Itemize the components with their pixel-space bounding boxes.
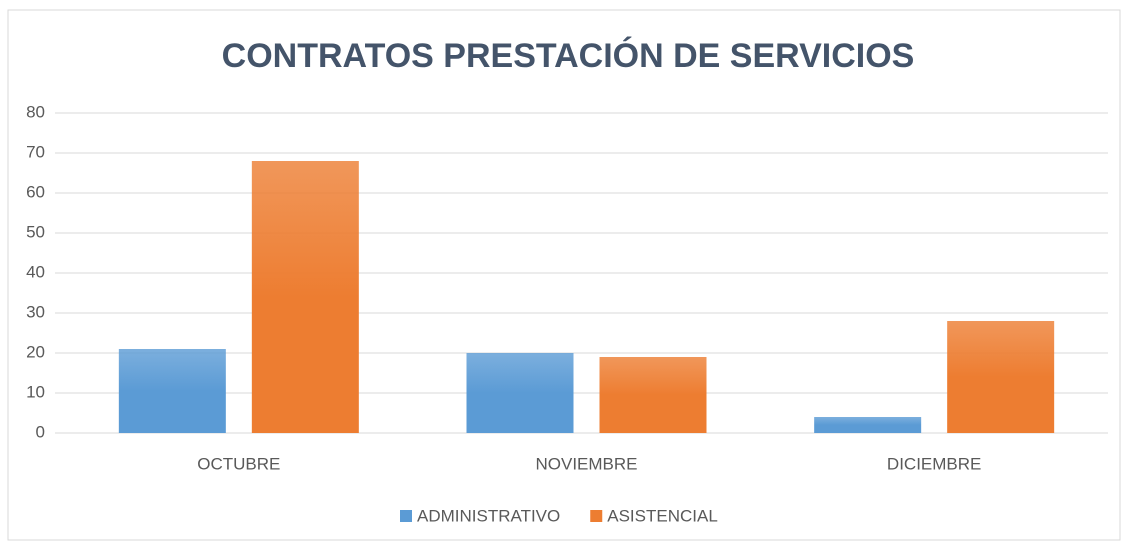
y-tick-label: 10 xyxy=(26,382,45,401)
y-tick-label: 20 xyxy=(26,342,45,361)
bar xyxy=(251,161,359,433)
y-tick-label: 50 xyxy=(26,222,45,241)
x-tick-label: OCTUBRE xyxy=(197,454,280,473)
legend-label: ADMINISTRATIVO xyxy=(417,506,560,525)
bar xyxy=(118,349,226,433)
chart-frame xyxy=(7,9,1121,541)
y-tick-label: 30 xyxy=(26,302,45,321)
bar xyxy=(599,357,707,433)
bar xyxy=(814,417,922,433)
y-tick-label: 40 xyxy=(26,262,45,281)
legend-swatch xyxy=(400,510,412,522)
legend-label: ASISTENCIAL xyxy=(607,506,718,525)
bar xyxy=(947,321,1055,433)
y-tick-label: 80 xyxy=(26,102,45,121)
chart-title: CONTRATOS PRESTACIÓN DE SERVICIOS xyxy=(222,37,915,75)
y-tick-label: 70 xyxy=(26,142,45,161)
x-tick-label: NOVIEMBRE xyxy=(535,454,637,473)
y-tick-label: 60 xyxy=(26,182,45,201)
x-tick-label: DICIEMBRE xyxy=(887,454,981,473)
y-tick-label: 0 xyxy=(36,422,45,441)
bar xyxy=(466,353,574,433)
legend-swatch xyxy=(590,510,603,522)
